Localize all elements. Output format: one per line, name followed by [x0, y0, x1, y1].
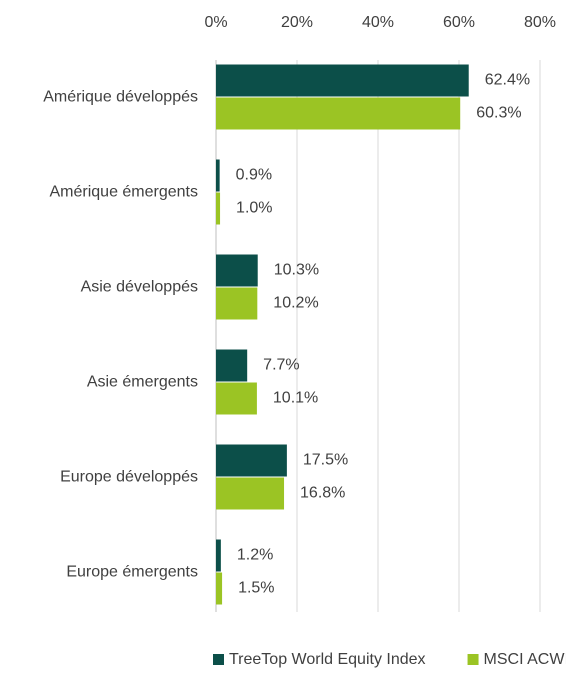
- bar: [216, 159, 220, 192]
- y-tick-label: Europe émergents: [66, 564, 198, 581]
- data-label: 10.3%: [274, 262, 319, 279]
- bar: [216, 287, 258, 320]
- legend-label: TreeTop World Equity Index: [229, 651, 426, 668]
- y-tick-label: Amérique développés: [43, 89, 198, 106]
- data-label: 1.2%: [237, 547, 273, 564]
- x-tick-label: 0%: [204, 14, 227, 31]
- bar: [216, 254, 258, 287]
- y-tick-label: Europe développés: [60, 469, 198, 486]
- data-label: 17.5%: [303, 452, 348, 469]
- x-tick-label: 40%: [362, 14, 394, 31]
- data-label: 1.5%: [238, 580, 274, 597]
- y-tick-label: Amérique émergents: [49, 184, 198, 201]
- data-label: 0.9%: [236, 167, 272, 184]
- data-label: 10.2%: [273, 295, 318, 312]
- data-label: 16.8%: [300, 485, 345, 502]
- bar: [216, 192, 221, 225]
- bar: [216, 97, 461, 130]
- legend-label: MSCI ACWI: [484, 651, 566, 668]
- x-tick-label: 80%: [524, 14, 556, 31]
- bar: [216, 382, 257, 415]
- bar: [216, 572, 223, 605]
- bar: [216, 349, 248, 382]
- data-label: 62.4%: [485, 72, 530, 89]
- data-label: 10.1%: [273, 390, 318, 407]
- y-tick-label: Asie développés: [81, 279, 198, 296]
- bar: [216, 539, 221, 572]
- x-tick-label: 20%: [281, 14, 313, 31]
- bar: [216, 477, 285, 510]
- data-label: 7.7%: [263, 357, 299, 374]
- data-label: 1.0%: [236, 200, 272, 217]
- data-label: 60.3%: [476, 105, 521, 122]
- legend-swatch: [467, 654, 479, 665]
- bar: [216, 64, 469, 97]
- y-tick-label: Asie émergents: [87, 374, 198, 391]
- x-tick-label: 60%: [443, 14, 475, 31]
- legend-swatch: [213, 654, 224, 665]
- bar: [216, 444, 287, 477]
